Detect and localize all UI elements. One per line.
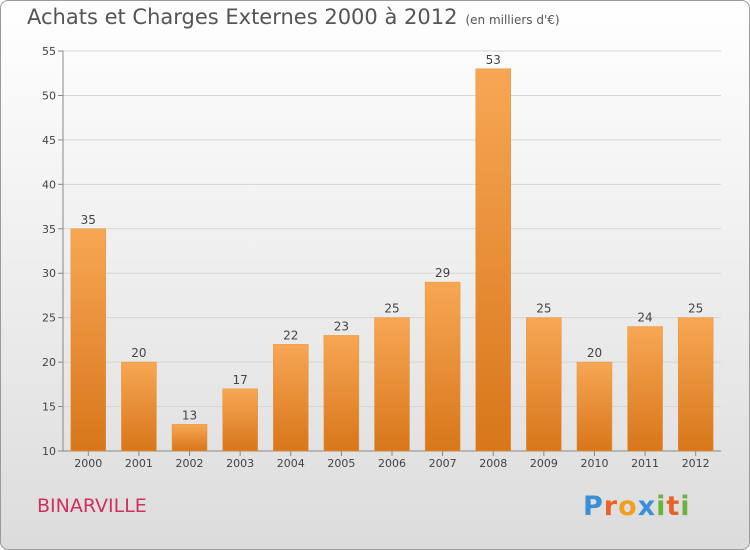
bar-value-label: 35 (81, 213, 96, 227)
logo-letter: i (680, 491, 691, 522)
y-tick-label: 50 (42, 89, 56, 102)
x-tick-label: 2004 (277, 457, 305, 470)
bar-value-label: 25 (688, 302, 703, 316)
bar-value-label: 29 (435, 266, 450, 280)
bar (323, 335, 360, 452)
y-tick-label: 35 (42, 223, 56, 236)
y-tick-label: 25 (42, 312, 56, 325)
x-tick-label: 2000 (74, 457, 102, 470)
x-tick-label: 2008 (479, 457, 507, 470)
x-tick-label: 2009 (530, 457, 558, 470)
bar (526, 317, 562, 452)
bar-value-label: 53 (486, 53, 501, 67)
x-tick-label: 2001 (125, 457, 153, 470)
x-tick-label: 2010 (580, 457, 608, 470)
y-tick-label: 15 (42, 401, 56, 414)
bar (171, 424, 208, 452)
bar (627, 326, 663, 452)
bar-value-label: 23 (334, 319, 349, 333)
logo-letter: P (583, 491, 604, 522)
bar (374, 317, 410, 452)
bar-value-label: 17 (233, 373, 248, 387)
bar (121, 361, 157, 452)
x-tick-label: 2005 (327, 457, 355, 470)
x-tick-label: 2006 (378, 457, 406, 470)
x-tick-label: 2002 (176, 457, 204, 470)
logo-letter: x (637, 491, 657, 522)
bar (70, 228, 107, 452)
x-tick-label: 2003 (226, 457, 254, 470)
bar-value-label: 24 (637, 311, 652, 325)
bar (677, 317, 714, 452)
logo-letter: r (603, 491, 619, 522)
commune-name: BINARVILLE (37, 495, 147, 517)
y-tick-label: 20 (42, 356, 56, 369)
y-tick-label: 40 (42, 178, 56, 191)
logo-letter: t (666, 491, 681, 522)
bar-value-label: 20 (131, 346, 146, 360)
x-tick-label: 2011 (631, 457, 659, 470)
y-tick-label: 10 (42, 445, 56, 458)
title-text: Achats et Charges Externes 2000 à 2012 (27, 5, 458, 29)
y-tick-label: 55 (42, 45, 56, 58)
x-tick-label: 2007 (429, 457, 457, 470)
bar-value-label: 22 (283, 328, 298, 342)
bar-value-label: 25 (384, 302, 399, 316)
bar (222, 388, 258, 452)
bar-value-label: 25 (536, 302, 551, 316)
y-tick-label: 30 (42, 267, 56, 280)
bar (576, 361, 613, 452)
chart-title: Achats et Charges Externes 2000 à 2012 (e… (27, 5, 560, 29)
x-tick-label: 2012 (682, 457, 710, 470)
logo-letter: o (618, 491, 638, 522)
bar-value-label: 20 (587, 346, 602, 360)
proxiti-logo: Proxiti (583, 491, 691, 522)
unit-text: (en milliers d'€) (465, 13, 560, 27)
bar (273, 344, 309, 452)
logo-letter: i (656, 491, 667, 522)
bar (475, 68, 511, 452)
y-tick-label: 45 (42, 134, 56, 147)
bar (424, 281, 461, 452)
bar-value-label: 13 (182, 408, 197, 422)
